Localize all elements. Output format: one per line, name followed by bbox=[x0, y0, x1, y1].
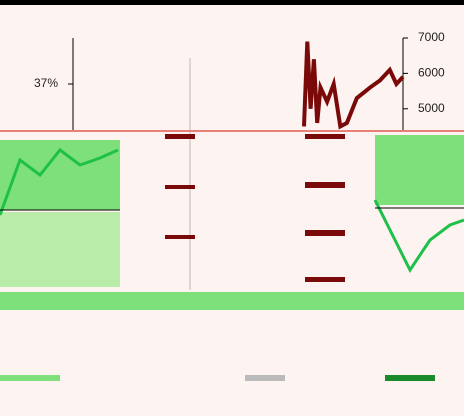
glitch-line bbox=[0, 147, 119, 216]
glitch-band bbox=[0, 292, 464, 310]
glitch-dash bbox=[165, 185, 195, 189]
glitch-dash bbox=[305, 182, 345, 188]
top-bar bbox=[0, 0, 464, 5]
glitch-dash bbox=[165, 235, 195, 239]
glitch-line bbox=[373, 199, 464, 273]
glitch-block bbox=[375, 135, 464, 205]
y2-tick-label: 5000 bbox=[418, 101, 445, 115]
glitch-dash bbox=[305, 230, 345, 236]
glitch-dash bbox=[305, 134, 345, 139]
legend-swatch bbox=[0, 375, 60, 381]
y-tick-label: 37% bbox=[34, 76, 58, 90]
glitch-block bbox=[0, 212, 120, 287]
y2-tick-label: 6000 bbox=[418, 66, 445, 80]
series-line bbox=[302, 41, 405, 130]
legend-swatch bbox=[245, 375, 285, 381]
y2-tick-label: 7000 bbox=[418, 30, 445, 44]
glitch-dash bbox=[305, 277, 345, 282]
glitch-dash bbox=[165, 134, 195, 139]
legend-swatch bbox=[385, 375, 435, 381]
